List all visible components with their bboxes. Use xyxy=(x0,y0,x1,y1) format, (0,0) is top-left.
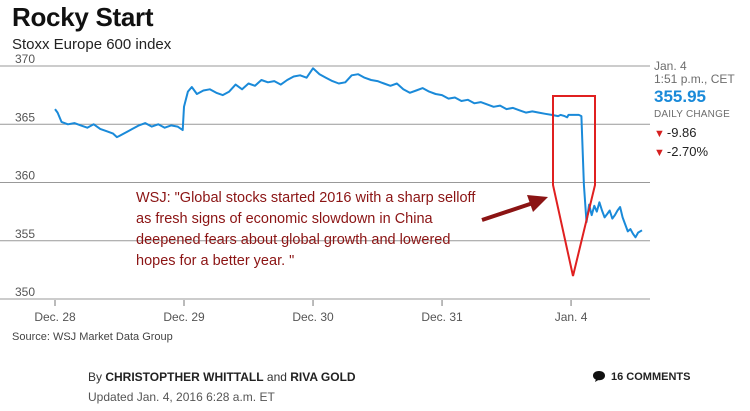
x-tick-label: Dec. 30 xyxy=(292,310,334,324)
arrow-shaft xyxy=(481,201,534,222)
byline: By CHRISTOPTHER WHITTALL and RIVA GOLD xyxy=(88,370,356,384)
y-tick-label: 360 xyxy=(15,169,35,183)
x-tick-label: Dec. 28 xyxy=(34,310,76,324)
down-triangle-icon: ▼ xyxy=(654,147,665,159)
quote-date: Jan. 4 xyxy=(654,59,687,73)
quote-panel: Jan. 4 1:51 p.m., CET 355.95 DAILY CHANG… xyxy=(654,60,750,161)
y-tick-label: 365 xyxy=(15,110,35,124)
x-tick-label: Dec. 31 xyxy=(421,310,463,324)
y-tick-label: 355 xyxy=(15,227,35,241)
down-triangle-icon: ▼ xyxy=(654,128,665,140)
arrow-head xyxy=(527,195,548,212)
index-line xyxy=(54,67,643,239)
byline-prefix: By xyxy=(88,370,106,384)
chart-title: Rocky Start xyxy=(12,2,154,32)
byline-conj: and xyxy=(263,370,291,384)
y-tick-label: 350 xyxy=(15,285,35,299)
x-tick-labels: Dec. 28 Dec. 29 Dec. 30 Dec. 31 Jan. 4 xyxy=(34,300,588,324)
x-tick-label: Jan. 4 xyxy=(555,310,588,324)
chart-source: Source: WSJ Market Data Group xyxy=(12,331,173,343)
y-tick-labels: 370 365 360 355 350 xyxy=(15,52,35,299)
change-percent: ▼ -2.70% xyxy=(654,144,750,161)
change-percent-value: -2.70% xyxy=(666,144,709,159)
change-points: ▼ -9.86 xyxy=(654,125,750,142)
quote-time: 1:51 p.m., CET xyxy=(654,72,735,86)
comments-count: 16 COMMENTS xyxy=(611,370,691,383)
comments-link[interactable]: 16 COMMENTS xyxy=(592,370,690,383)
comment-bubble-icon xyxy=(593,371,605,382)
y-tick-label: 370 xyxy=(15,52,35,66)
daily-change-label: DAILY CHANGE xyxy=(654,109,730,120)
author-link[interactable]: CHRISTOPTHER WHITTALL xyxy=(105,370,264,384)
chart-subtitle: Stoxx Europe 600 index xyxy=(12,36,172,53)
highlight-funnel xyxy=(552,95,596,277)
annotation-arrow xyxy=(481,195,548,222)
quote-price: 355.95 xyxy=(654,87,706,106)
annotation-text: WSJ: "Global stocks started 2016 with a … xyxy=(136,190,476,269)
updated-timestamp: Updated Jan. 4, 2016 6:28 a.m. ET xyxy=(88,390,275,404)
author-link[interactable]: RIVA GOLD xyxy=(290,370,356,384)
change-points-value: -9.86 xyxy=(666,125,697,140)
grid-lines xyxy=(0,65,650,300)
x-tick-label: Dec. 29 xyxy=(163,310,205,324)
